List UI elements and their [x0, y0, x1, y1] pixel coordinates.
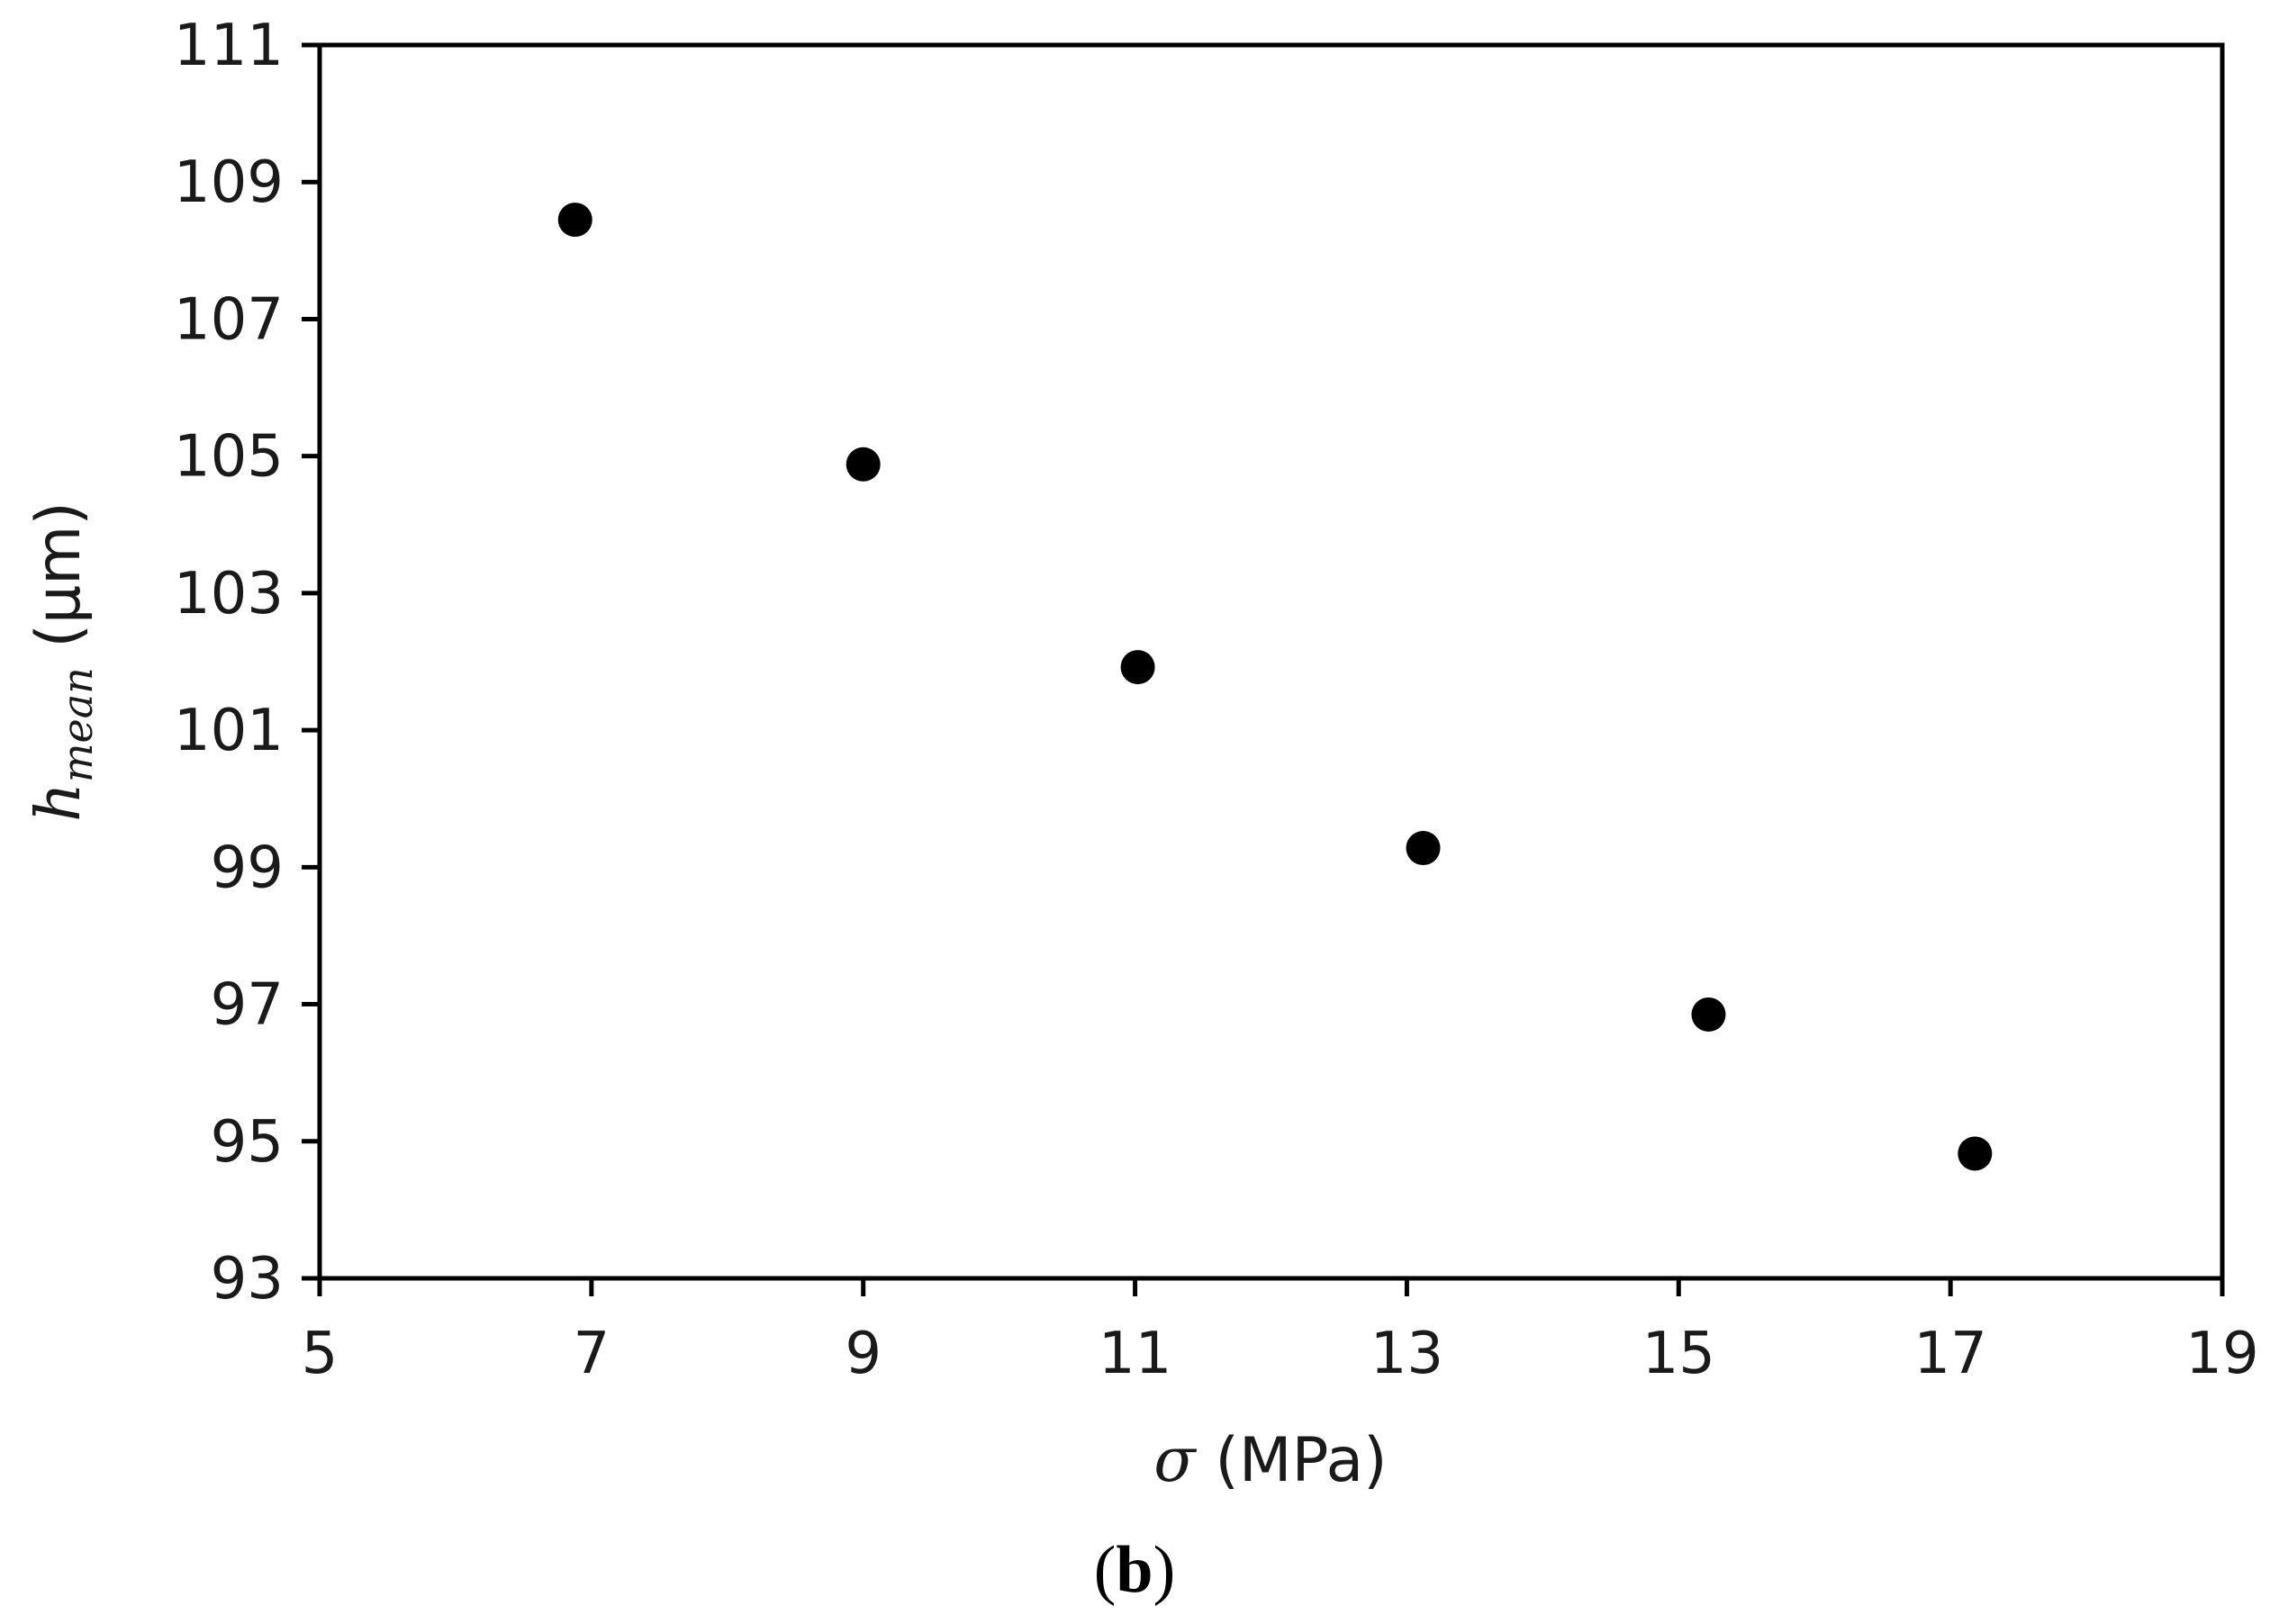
data-points: [557, 203, 1993, 1171]
x-axis-title: σ (MPa): [1153, 1425, 1387, 1496]
caption-close-paren: ): [1153, 1533, 1176, 1607]
y-tick-label: 107: [174, 286, 284, 353]
y-tick-label: 109: [174, 149, 284, 216]
x-tick-label: 13: [1370, 1321, 1443, 1387]
y-tick-label: 111: [174, 13, 284, 79]
y-axis-unit: (μm): [23, 501, 95, 667]
caption-open-paren: (: [1094, 1533, 1117, 1607]
x-tick-label: 5: [302, 1321, 339, 1387]
data-point: [557, 203, 592, 238]
data-point: [1691, 997, 1726, 1032]
x-tick-label: 11: [1099, 1321, 1171, 1387]
y-tick-label: 97: [211, 972, 284, 1039]
y-axis-ticks: 93 95 97 99 101 103 105 107 109 111: [174, 13, 320, 1313]
y-tick-label: 105: [174, 424, 284, 491]
y-axis-title: hmean (μm): [23, 501, 102, 822]
data-point: [846, 447, 881, 482]
x-tick-label: 19: [2185, 1321, 2258, 1387]
x-axis-symbol: σ: [1153, 1425, 1197, 1496]
data-point: [1958, 1136, 1993, 1171]
y-tick-label: 103: [174, 561, 284, 627]
panel-caption: (b): [1094, 1533, 1175, 1607]
y-tick-label: 95: [211, 1109, 284, 1176]
y-axis-subscript: mean: [53, 667, 102, 782]
y-axis-symbol: h: [23, 782, 95, 822]
x-tick-label: 15: [1642, 1321, 1715, 1387]
data-point: [1406, 831, 1441, 866]
data-point: [1120, 650, 1155, 685]
y-tick-label: 101: [174, 698, 284, 764]
x-axis-unit: (MPa): [1196, 1425, 1388, 1496]
plot-area: [317, 42, 2225, 1281]
x-tick-label: 9: [845, 1321, 882, 1387]
caption-letter: b: [1116, 1533, 1153, 1607]
x-tick-label: 7: [573, 1321, 610, 1387]
y-tick-label: 93: [211, 1246, 284, 1313]
y-tick-label: 99: [211, 835, 284, 901]
x-tick-label: 17: [1913, 1321, 1986, 1387]
x-axis-ticks: 5 7 9 11 13 15 17 19: [302, 1278, 2259, 1387]
